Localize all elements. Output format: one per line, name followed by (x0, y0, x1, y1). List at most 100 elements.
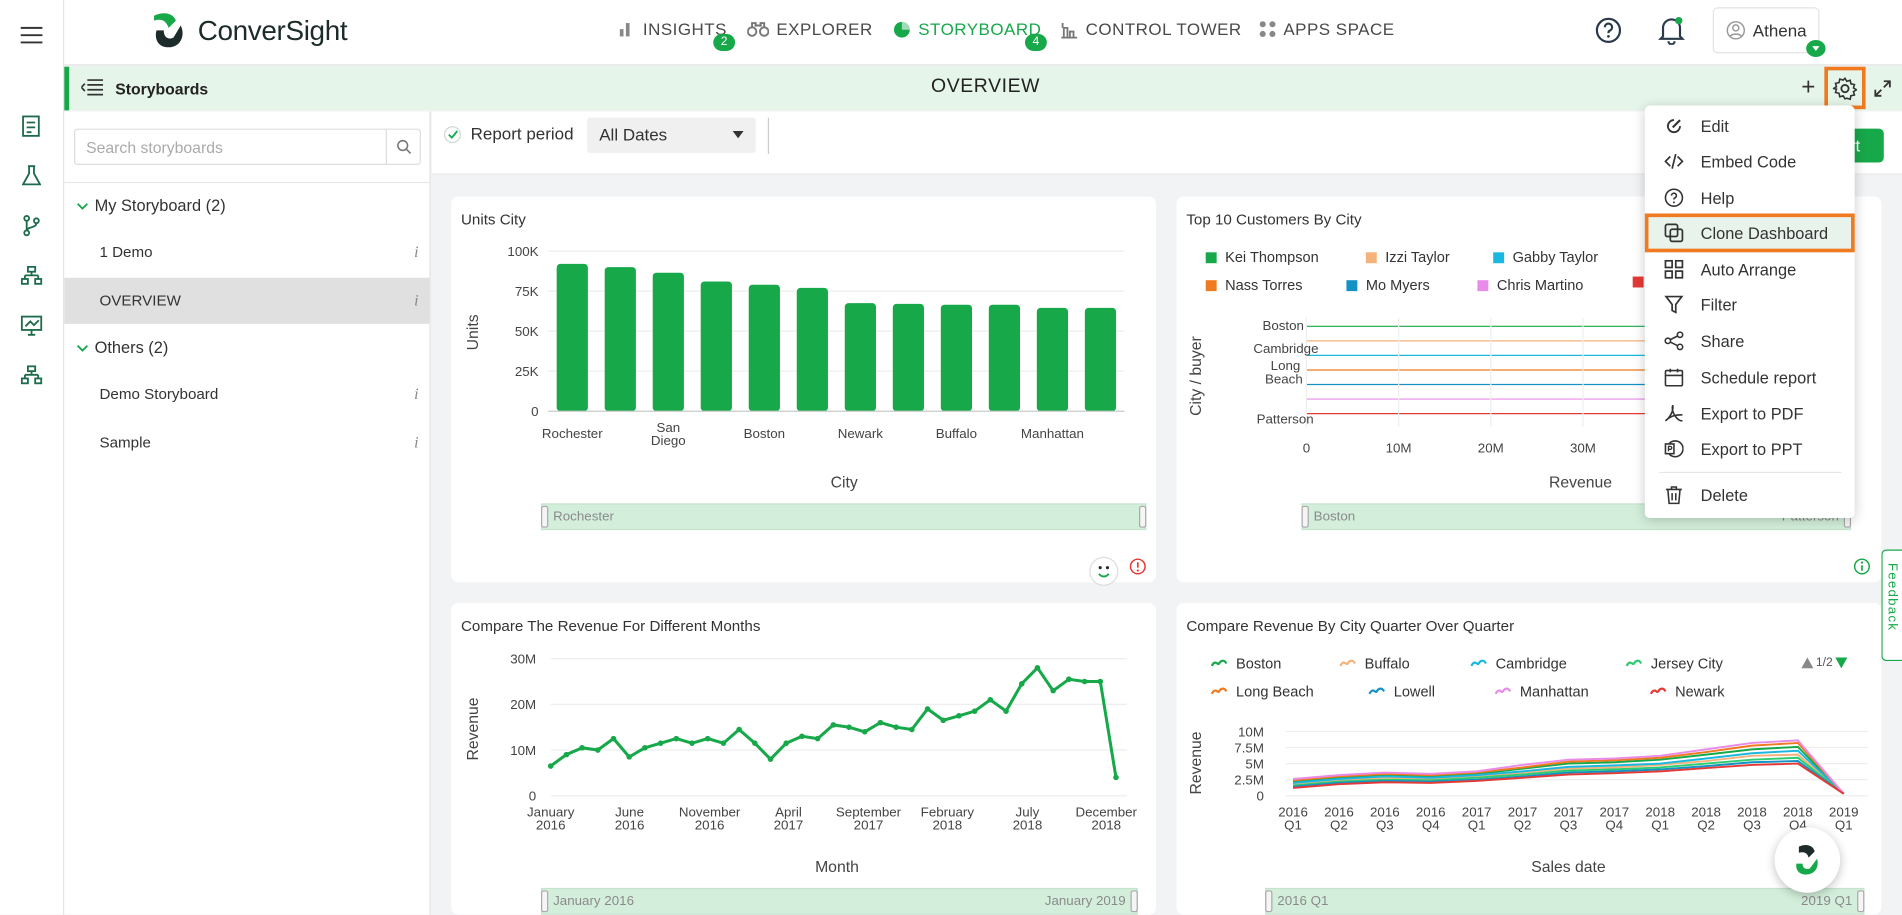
nav-control-tower[interactable]: CONTROL TOWER (1060, 19, 1242, 39)
menu-item-share[interactable]: Share (1647, 324, 1852, 358)
search-icon[interactable] (385, 129, 420, 164)
add-icon[interactable]: + (1801, 73, 1816, 101)
date-range-select[interactable]: All Dates (587, 117, 756, 153)
menu-item-clone-dashboard[interactable]: Clone Dashboard (1644, 213, 1855, 253)
hamburger-menu-icon[interactable] (18, 22, 45, 49)
units-range-slider[interactable]: Rochester (540, 503, 1147, 531)
assistant-chat-button[interactable] (1774, 827, 1841, 893)
menu-item-export-pdf[interactable]: Export to PDF (1647, 397, 1852, 431)
menu-item-export-ppt[interactable]: Export to PPT (1647, 432, 1852, 466)
menu-item-label: Help (1700, 188, 1735, 207)
slider-right-handle[interactable] (1130, 890, 1138, 913)
sidebar-item-1-demo[interactable]: 1 Demo i (64, 229, 429, 275)
legend-item[interactable]: Nass Torres (1205, 277, 1303, 294)
slider-end-label: 2019 Q1 (1801, 893, 1853, 909)
legend-item[interactable]: Manhattan (1494, 683, 1589, 700)
git-branch-icon[interactable] (18, 212, 45, 239)
menu-item-delete[interactable]: Delete (1647, 478, 1852, 512)
legend-item[interactable]: Long Beach (1210, 683, 1314, 700)
series-line (1292, 745, 1845, 795)
legend-item[interactable]: Cambridge (1470, 655, 1567, 672)
menu-item-embed-code[interactable]: Embed Code (1647, 144, 1852, 178)
group-label: My Storyboard (2) (94, 196, 226, 215)
x-tick-label: Buffalo (936, 426, 977, 441)
y-tick-label: 5M (1245, 756, 1264, 771)
conversight-logo[interactable] (149, 11, 190, 56)
nav-storyboard[interactable]: STORYBOARD (893, 19, 1042, 39)
slider-left-handle[interactable] (1301, 505, 1309, 528)
user-dropdown-chevron-icon[interactable] (1806, 40, 1826, 58)
sidebar-item-overview[interactable]: OVERVIEW i (64, 277, 430, 324)
menu-item-auto-arrange[interactable]: Auto Arrange (1647, 252, 1852, 286)
sidebar-item-demo-storyboard[interactable]: Demo Storyboard i (64, 371, 429, 417)
menu-item-schedule-report[interactable]: Schedule report (1647, 360, 1852, 394)
legend-line-icon (1368, 687, 1386, 695)
legend-item[interactable]: Kei Thompson (1205, 249, 1319, 266)
collapse-icon[interactable] (1874, 80, 1891, 103)
x-tick-label: 2018 (1783, 804, 1813, 819)
legend-item[interactable]: Buffalo (1339, 655, 1410, 672)
x-tick-label: Q3 (1376, 818, 1394, 833)
group-others[interactable]: Others (2) (76, 338, 168, 357)
user-menu[interactable]: Athena (1712, 7, 1820, 54)
alert-info-icon[interactable] (1129, 558, 1146, 581)
menu-item-help[interactable]: Help (1647, 181, 1852, 215)
legend-item[interactable]: Boston (1210, 655, 1281, 672)
info-icon[interactable]: i (414, 242, 419, 261)
x-tick-label: December (1076, 804, 1138, 819)
quarter-range-slider[interactable]: 2016 Q1 2019 Q1 (1265, 887, 1865, 915)
flask-icon[interactable] (18, 163, 45, 190)
hierarchy-icon[interactable] (18, 262, 45, 289)
apps-grid-icon (1259, 21, 1276, 37)
data-point (626, 754, 632, 760)
report-list-icon[interactable] (18, 113, 45, 140)
legend-item[interactable]: Jersey City (1625, 655, 1723, 672)
info-icon[interactable]: i (414, 433, 419, 452)
sidebar-item-sample[interactable]: Sample i (64, 420, 429, 466)
slider-start-label: Rochester (553, 509, 614, 525)
y-tick-label: Patterson (1257, 411, 1314, 426)
org-chart-icon[interactable] (18, 361, 45, 388)
y-tick-label: 0 (529, 789, 536, 804)
report-period-checkbox[interactable] (443, 126, 461, 144)
slider-left-handle[interactable] (540, 890, 549, 913)
info-icon[interactable]: i (414, 291, 419, 310)
legend-item[interactable]: Mo Myers (1346, 277, 1430, 294)
search-input[interactable] (75, 129, 379, 164)
month-range-slider[interactable]: January 2016 January 2019 (540, 887, 1138, 915)
legend-item[interactable] (1632, 276, 1644, 288)
bar (748, 284, 780, 412)
menu-item-filter[interactable]: Filter (1647, 287, 1852, 321)
legend-item[interactable]: Newark (1649, 682, 1725, 700)
nav-explorer[interactable]: EXPLORER (747, 19, 872, 39)
help-icon[interactable] (1595, 17, 1622, 50)
legend-prev-icon[interactable] (1801, 657, 1814, 669)
nav-insights[interactable]: INSIGHTS (619, 19, 727, 39)
x-tick-label: July (1016, 804, 1040, 819)
menu-item-edit[interactable]: Edit (1647, 109, 1852, 143)
group-my-storyboard[interactable]: My Storyboard (2) (76, 196, 226, 215)
assistant-face-icon[interactable] (1089, 556, 1119, 586)
storyboard-list-toggle-icon[interactable] (80, 79, 104, 102)
nav-apps-space[interactable]: APPS SPACE (1259, 19, 1394, 39)
legend-item[interactable]: Izzi Taylor (1365, 249, 1450, 266)
legend-item[interactable]: Gabby Taylor (1493, 249, 1598, 266)
legend-item[interactable]: Chris Martino (1477, 277, 1583, 294)
slider-right-handle[interactable] (1139, 505, 1147, 528)
notification-bell-icon[interactable] (1657, 16, 1686, 51)
y-axis-title: Revenue (1188, 731, 1205, 794)
info-icon[interactable]: i (414, 384, 419, 403)
presentation-chart-icon[interactable] (18, 312, 45, 339)
feedback-tab[interactable]: Feedback (1881, 549, 1902, 662)
legend-label: Newark (1675, 682, 1725, 700)
series-line (1292, 760, 1845, 795)
nav-control-tower-label: CONTROL TOWER (1085, 19, 1242, 39)
info-circle-icon[interactable] (1853, 558, 1870, 581)
slider-left-handle[interactable] (1265, 890, 1273, 913)
legend-next-icon[interactable] (1835, 657, 1848, 669)
settings-gear-icon[interactable] (1824, 66, 1866, 110)
user-name: Athena (1752, 20, 1807, 41)
slider-right-handle[interactable] (1857, 890, 1865, 913)
legend-item[interactable]: Lowell (1368, 683, 1435, 700)
slider-left-handle[interactable] (540, 505, 549, 528)
